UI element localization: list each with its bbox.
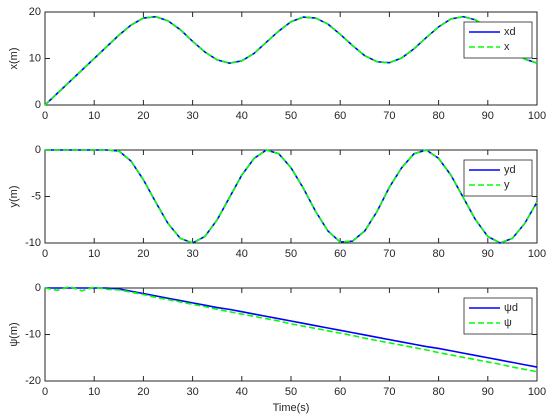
legend-label: ψd bbox=[504, 302, 518, 314]
x-tick-label: 50 bbox=[285, 248, 297, 260]
x-tick-label: 0 bbox=[42, 386, 48, 398]
x-tick-label: 70 bbox=[383, 248, 395, 260]
x-tick-label: 100 bbox=[528, 110, 546, 122]
x-tick-label: 100 bbox=[528, 248, 546, 260]
subplot: 0 10 20 30 40 50 60 70 80 90 100 -20 -10 0 ψ(m) Time(s)… bbox=[8, 282, 546, 414]
x-tick-label: 50 bbox=[285, 110, 297, 122]
x-tick-label: 90 bbox=[482, 110, 494, 122]
x-tick-label: 70 bbox=[383, 110, 395, 122]
legend-box bbox=[463, 159, 533, 197]
legend-label: yd bbox=[504, 164, 516, 176]
x-tick-label: 40 bbox=[236, 110, 248, 122]
legend: yd y bbox=[463, 159, 533, 197]
x-tick-label: 0 bbox=[42, 248, 48, 260]
y-axis-label: y(m) bbox=[8, 186, 20, 208]
x-tick-label: 90 bbox=[482, 248, 494, 260]
x-axis-label: Time(s) bbox=[273, 402, 310, 414]
y-tick-label: -10 bbox=[25, 237, 41, 249]
x-tick-label: 0 bbox=[42, 110, 48, 122]
legend-box bbox=[463, 21, 533, 59]
x-tick-label: 20 bbox=[137, 248, 149, 260]
data-line bbox=[45, 287, 538, 368]
x-tick-label: 50 bbox=[285, 386, 297, 398]
x-tick-label: 60 bbox=[334, 248, 346, 260]
x-tick-label: 20 bbox=[137, 110, 149, 122]
legend-label: y bbox=[504, 179, 510, 191]
x-tick-label: 10 bbox=[88, 386, 100, 398]
y-tick-label: -10 bbox=[25, 328, 41, 340]
x-tick-label: 80 bbox=[432, 386, 444, 398]
y-tick-label: 0 bbox=[35, 99, 41, 111]
y-tick-label: 10 bbox=[29, 52, 41, 64]
x-tick-label: 40 bbox=[236, 248, 248, 260]
x-tick-label: 30 bbox=[186, 386, 198, 398]
legend-box bbox=[463, 297, 533, 335]
y-tick-label: 0 bbox=[35, 144, 41, 156]
x-tick-label: 80 bbox=[432, 110, 444, 122]
x-tick-label: 60 bbox=[334, 110, 346, 122]
subplot: 0 10 20 30 40 50 60 70 80 90 100 0 10 20 x(m) xd x bbox=[8, 6, 546, 122]
y-tick-label: -5 bbox=[31, 190, 41, 202]
data-line bbox=[45, 149, 538, 244]
x-tick-label: 80 bbox=[432, 248, 444, 260]
subplot: 0 10 20 30 40 50 60 70 80 90 100 -10 -5 0 y(m) yd y bbox=[8, 144, 546, 260]
legend-label: xd bbox=[504, 26, 516, 38]
y-tick-label: -20 bbox=[25, 375, 41, 387]
legend: xd x bbox=[463, 21, 533, 59]
x-tick-label: 10 bbox=[88, 110, 100, 122]
y-axis-label: x(m) bbox=[8, 48, 20, 70]
x-tick-label: 30 bbox=[186, 110, 198, 122]
y-tick-label: 0 bbox=[35, 282, 41, 294]
y-axis-label: ψ(m) bbox=[8, 322, 20, 346]
x-tick-label: 70 bbox=[383, 386, 395, 398]
x-tick-label: 20 bbox=[137, 386, 149, 398]
plot-area bbox=[44, 11, 538, 106]
x-tick-label: 100 bbox=[528, 386, 546, 398]
data-line bbox=[44, 285, 538, 373]
legend-label: ψ bbox=[504, 317, 512, 329]
plot-area bbox=[44, 287, 538, 382]
plot-area bbox=[44, 149, 538, 244]
x-tick-label: 40 bbox=[236, 386, 248, 398]
y-tick-label: 20 bbox=[29, 6, 41, 18]
legend: ψd ψ bbox=[463, 297, 533, 335]
x-tick-label: 10 bbox=[88, 248, 100, 260]
legend-label: x bbox=[504, 41, 510, 53]
x-tick-label: 30 bbox=[186, 248, 198, 260]
data-line bbox=[44, 15, 538, 106]
x-tick-label: 90 bbox=[482, 386, 494, 398]
x-tick-label: 60 bbox=[334, 386, 346, 398]
